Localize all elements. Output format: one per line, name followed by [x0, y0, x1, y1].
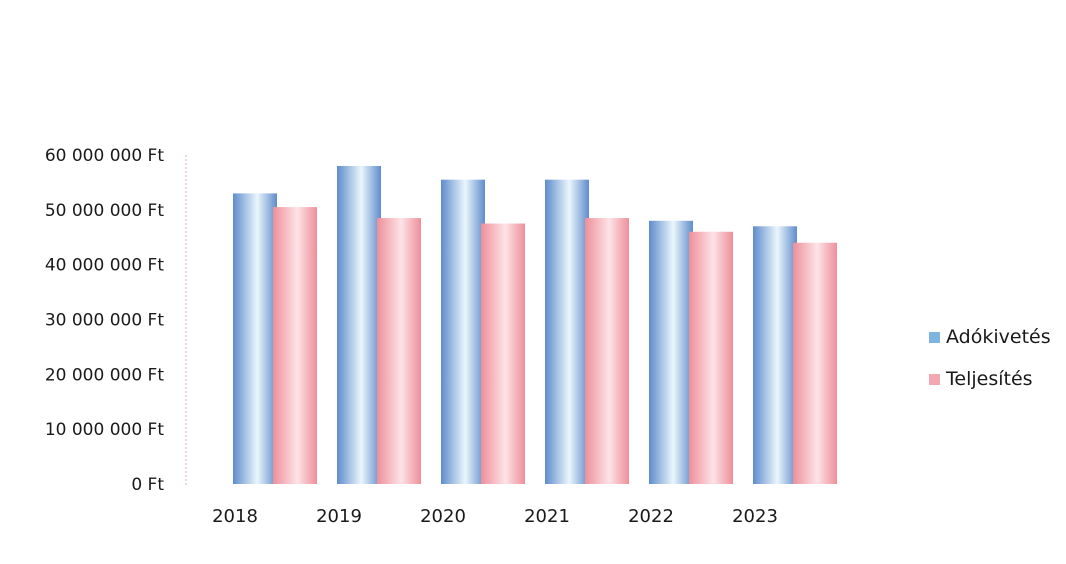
y-tick-label: 0 Ft: [131, 475, 164, 495]
y-tick-label: 10 000 000 Ft: [45, 420, 165, 440]
bar-adokivetes-2018: [233, 193, 277, 484]
x-tick-label: 2022: [628, 506, 674, 527]
bar-adokivetes-2020: [441, 179, 485, 485]
bar-adokivetes-2019: [337, 165, 381, 484]
bar-teljesites-2023: [793, 242, 837, 484]
y-tick-label: 20 000 000 Ft: [45, 365, 165, 385]
y-tick-label: 50 000 000 Ft: [45, 201, 165, 221]
bar-adokivetes-2023: [753, 226, 797, 485]
bar-teljesites-2019: [377, 218, 421, 484]
x-tick-label: 2023: [732, 506, 778, 527]
legend-swatch-teljesites: [929, 374, 940, 385]
bar-teljesites-2021: [585, 218, 629, 484]
bars: [233, 165, 837, 485]
x-axis-labels: 2018 2019 2020 2021 2022 2023: [212, 506, 778, 527]
legend-label-adokivetes: Adókivetés: [946, 326, 1051, 348]
bar-adokivetes-2021: [545, 179, 589, 485]
y-tick-label: 30 000 000 Ft: [45, 311, 165, 331]
legend: Adókivetés Teljesítés: [929, 326, 1051, 390]
y-tick-label: 40 000 000 Ft: [45, 256, 165, 276]
x-tick-label: 2018: [212, 506, 258, 527]
y-axis: 0 Ft 10 000 000 Ft 20 000 000 Ft 30 000 000…: [45, 146, 187, 495]
legend-swatch-adokivetes: [929, 332, 940, 343]
x-tick-label: 2021: [524, 506, 570, 527]
x-tick-label: 2020: [420, 506, 466, 527]
bar-teljesites-2018: [273, 207, 317, 484]
x-tick-label: 2019: [316, 506, 362, 527]
legend-label-teljesites: Teljesítés: [945, 368, 1033, 390]
bar-teljesites-2022: [689, 231, 733, 484]
bar-teljesites-2020: [481, 223, 525, 484]
y-tick-label: 60 000 000 Ft: [45, 146, 165, 166]
bar-adokivetes-2022: [649, 220, 693, 485]
